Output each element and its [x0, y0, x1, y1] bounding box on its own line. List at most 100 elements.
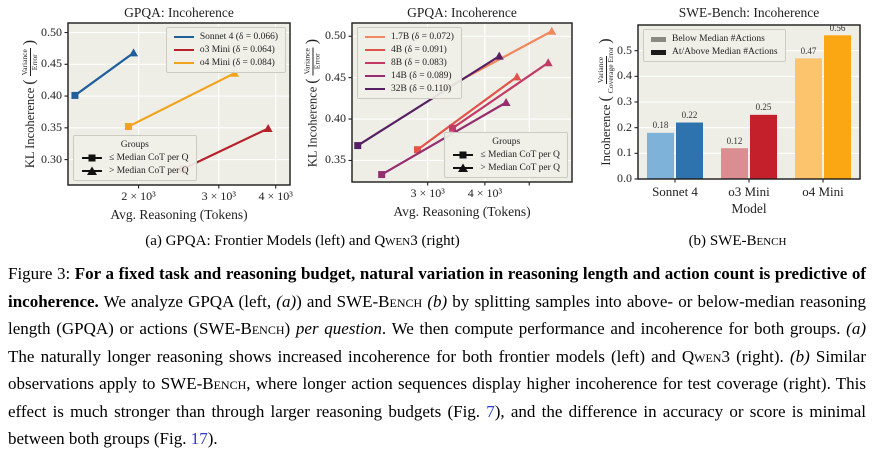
y-axis-label-text: Incoherence [598, 104, 613, 166]
triangle-marker-icon [453, 163, 474, 172]
y-axis-label: Incoherence ( Variance Coverage Error) [596, 25, 616, 179]
legend-color-swatch [365, 35, 385, 39]
text-segment: (a) [846, 319, 866, 338]
bar-o4-mini-above [824, 35, 851, 180]
y-tick-label: 0.3 [617, 94, 632, 108]
fraction-denominator: Error [29, 54, 39, 71]
groups-legend-item: ≤ Median CoT per Q [452, 150, 560, 160]
bar-o4-mini-below [795, 58, 822, 179]
y-tick-label: 0.30 [41, 151, 62, 166]
fraction-denominator: Error [311, 52, 321, 69]
groups-legend-label: ≤ Median CoT per Q [109, 153, 189, 163]
data-point-triangle [547, 26, 557, 35]
bar-sonnet-4-below [647, 132, 674, 179]
text-segment: (a) GPQA: Frontier Models (left) and [145, 233, 375, 249]
legend-label: Sonnet 4 (δ = 0.066) [199, 32, 278, 42]
category-label: o3 Mini [728, 184, 770, 199]
text-segment: Figure 3: [8, 264, 75, 283]
legend-item: Sonnet 4 (δ = 0.066) [173, 32, 278, 42]
legend-color-swatch [173, 48, 194, 52]
figure-reference-link[interactable]: 7 [486, 401, 495, 421]
legend-label: 8B (δ = 0.083) [391, 58, 447, 68]
y-axis-label-text: KL Incoherence [22, 87, 37, 169]
text-segment: (a) [276, 291, 297, 311]
data-point-square [124, 123, 132, 131]
data-point-triangle [501, 98, 511, 106]
text-segment: (right). [729, 346, 790, 366]
text-segment: per question [295, 319, 382, 338]
text-segment: (right) [417, 233, 460, 249]
text-segment: SWE-Bench [198, 319, 285, 338]
close-paren: ) [597, 38, 614, 44]
groups-legend: Groups ≤ Median CoT per Q > Median CoT per… [73, 135, 197, 181]
axes-border [351, 22, 573, 183]
chart-title: SWE-Bench: Incoherence [678, 5, 820, 20]
text-segment: Qwen3 [374, 233, 418, 249]
y-tick-label: 0.50 [41, 24, 62, 39]
text-segment: SWE-Bench [160, 374, 247, 393]
y-axis-label: KL Incoherence (Variance Error) [20, 23, 40, 185]
series-line [127, 72, 236, 128]
chart-title: GPQA: Incoherence [407, 5, 517, 20]
x-tick-label: 2 × 10³ [121, 189, 156, 203]
text-segment: . We then compute performance and incohe… [381, 319, 847, 338]
y-axis-fraction: Variance Error [302, 46, 321, 75]
text-segment: Similar observations apply to [8, 346, 866, 394]
legend-color-swatch [365, 61, 385, 65]
chart-title: GPQA: Incoherence [124, 5, 234, 20]
text-segment: We analyze GPQA (left, [98, 291, 277, 311]
groups-legend-label: > Median CoT per Q [480, 163, 560, 173]
axes-border [67, 22, 291, 186]
groups-legend-item: > Median CoT per Q [81, 166, 189, 176]
legend-color-swatch [365, 48, 385, 52]
category-label: o4 Mini [802, 184, 844, 199]
bar-value-label: 0.47 [800, 45, 817, 56]
bar-sonnet-4-above [676, 122, 703, 179]
series-legend: Sonnet 4 (δ = 0.066) o3 Mini (δ = 0.064) o… [165, 27, 286, 73]
bar-value-label: 0.56 [829, 22, 846, 33]
y-tick-label: 0.2 [617, 119, 632, 134]
legend-label: 14B (δ = 0.089) [391, 71, 452, 81]
series-line [74, 51, 135, 97]
x-axis-label: Avg. Reasoning (Tokens) [110, 207, 248, 222]
text-segment: (b) [427, 291, 448, 311]
y-tick-label: 0.50 [325, 28, 346, 43]
text-segment: SWE-Bench [336, 291, 423, 311]
square-marker-icon [453, 151, 474, 159]
data-point-square [449, 124, 457, 132]
data-point-square [71, 91, 79, 99]
y-axis-fraction: Variance Coverage Error [596, 46, 615, 94]
y-tick-label: 0.40 [325, 111, 346, 126]
y-axis-label: KL Incoherence (Variance Error) [302, 23, 322, 182]
fraction-denominator: Coverage Error [605, 46, 615, 94]
series-line [416, 75, 518, 151]
y-tick-label: 0.0 [617, 171, 632, 185]
y-axis-fraction: Variance Error [20, 48, 39, 77]
series-line [182, 127, 269, 171]
y-tick-label: 0.1 [617, 145, 632, 160]
legend-label: o4 Mini (δ = 0.084) [199, 58, 275, 68]
legend-color-swatch [173, 61, 194, 65]
y-tick-label: 0.45 [41, 56, 62, 71]
y-tick-label: 0.5 [617, 42, 632, 57]
open-paren: ( [21, 79, 38, 85]
bar-o3-mini-below [721, 148, 748, 179]
data-point-triangle [543, 58, 553, 67]
text-segment: ) and [296, 291, 337, 311]
open-paren: ( [597, 96, 614, 102]
text-segment: For a fixed task and reasoning budget, n… [8, 264, 867, 311]
groups-legend-label: ≤ Median CoT per Q [480, 150, 560, 160]
bar-value-label: 0.22 [681, 110, 698, 121]
text-segment: Qwen3 [681, 346, 730, 366]
text-segment: , where longer action sequences display … [8, 374, 866, 421]
bar-o3-mini-above [750, 114, 777, 179]
figure-caption: Figure 3: For a fixed task and reasoning… [8, 260, 866, 453]
text-segment: ), and the difference in accuracy or sco… [8, 401, 867, 449]
legend-item: o4 Mini (δ = 0.084) [173, 58, 278, 68]
chart-gpqa-qwen3: 0.35 0.40 0.45 0.50 3 × 10³ 4 × 10³ GPQA: Inco… [298, 2, 590, 228]
data-point-triangle [494, 51, 504, 60]
legend-item: 8B (δ = 0.083) [365, 58, 454, 68]
bar-value-label: 0.25 [755, 102, 772, 113]
groups-legend-label: > Median CoT per Q [109, 166, 189, 176]
figure-reference-link[interactable]: 17 [190, 429, 208, 448]
